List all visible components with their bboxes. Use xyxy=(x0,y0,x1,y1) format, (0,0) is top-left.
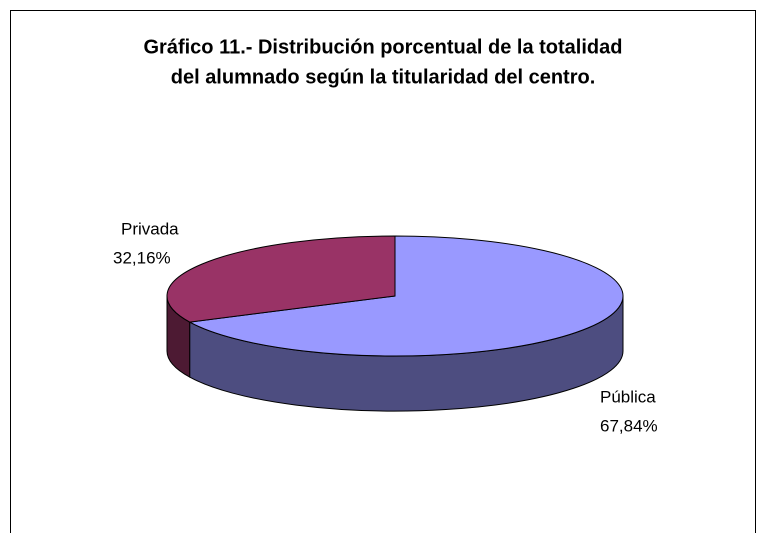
slice xyxy=(188,235,624,357)
chart-frame xyxy=(10,10,756,533)
chart-title: del alumnado según la titularidad del ce… xyxy=(171,66,596,88)
slice xyxy=(166,235,396,323)
slice-value-label: 67,84% xyxy=(600,416,658,435)
slice-value-label: 32,16% xyxy=(113,248,171,267)
slice-label: Privada xyxy=(121,219,179,238)
slice-label: Pública xyxy=(600,387,656,406)
chart-title: Gráfico 11.- Distribución porcentual de … xyxy=(144,36,623,58)
